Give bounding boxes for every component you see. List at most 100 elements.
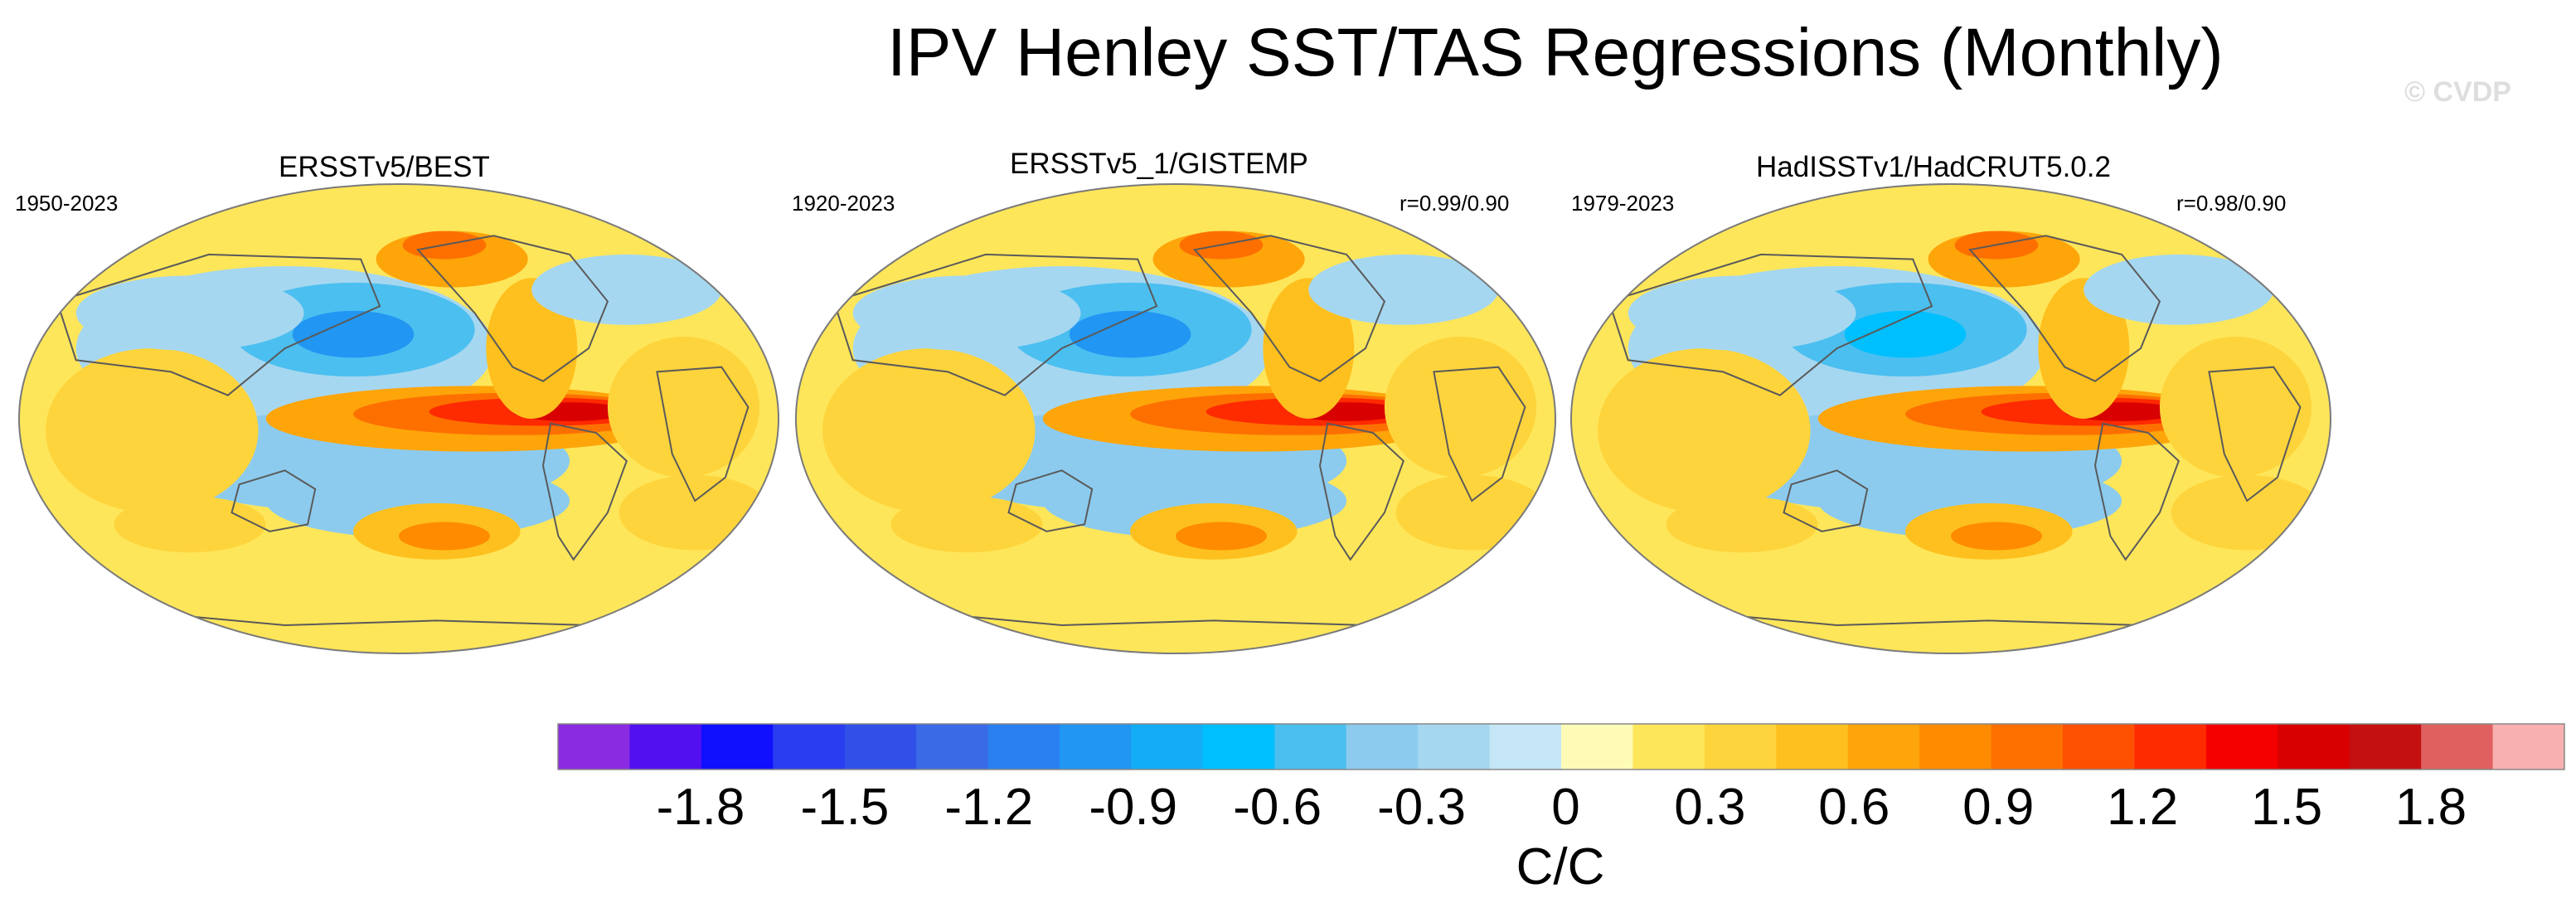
anomaly-region bbox=[2159, 336, 2312, 478]
colorbar-swatch bbox=[2278, 724, 2350, 769]
colorbar-swatch bbox=[1919, 724, 1992, 769]
colorbar-swatch bbox=[2349, 724, 2422, 769]
anomaly-region bbox=[852, 275, 1081, 351]
anomaly-region bbox=[1263, 278, 1355, 419]
colorbar-swatch bbox=[987, 724, 1060, 769]
anomaly-region bbox=[1176, 522, 1267, 551]
colorbar-swatch bbox=[1060, 724, 1132, 769]
panel-1-title: ERSSTv5/BEST bbox=[279, 151, 490, 183]
coastline bbox=[832, 253, 1158, 396]
colorbar-swatch bbox=[2134, 724, 2207, 769]
coastline bbox=[56, 253, 381, 396]
colorbar-tick-label: -1.5 bbox=[800, 779, 890, 836]
panel-1-period: 1950-2023 bbox=[15, 191, 119, 216]
anomaly-region bbox=[822, 348, 1036, 513]
colorbar-tick-label: 0.3 bbox=[1674, 779, 1746, 836]
colorbar-swatch bbox=[1202, 724, 1275, 769]
coastline bbox=[1192, 235, 1386, 382]
panel-2-title: ERSSTv5_1/GISTEMP bbox=[1010, 148, 1308, 180]
anomaly-region bbox=[619, 474, 771, 551]
coastline bbox=[1433, 366, 1526, 502]
coastline bbox=[1007, 469, 1094, 532]
colorbar-swatch bbox=[1418, 724, 1491, 769]
panel-2-period: 1920-2023 bbox=[792, 191, 895, 216]
colorbar-swatch bbox=[1776, 724, 1849, 769]
anomaly-region bbox=[1951, 522, 2042, 551]
figure-title: IPV Henley SST/TAS Regressions (Monthly) bbox=[887, 15, 2224, 90]
colorbar-swatch bbox=[2421, 724, 2494, 769]
map-panel-3 bbox=[1571, 184, 2331, 653]
cvdp-watermark: © CVDP bbox=[2404, 76, 2511, 108]
anomaly-region bbox=[2038, 278, 2130, 419]
anomaly-region bbox=[1384, 336, 1537, 478]
coastline bbox=[1608, 253, 1933, 396]
coastline bbox=[2093, 422, 2180, 561]
colorbar-swatch bbox=[558, 724, 630, 769]
colorbar-tick-label: -0.3 bbox=[1377, 779, 1466, 836]
anomaly-region bbox=[114, 496, 266, 553]
anomaly-region bbox=[531, 254, 722, 325]
map-panel-2 bbox=[796, 184, 1555, 653]
colorbar-tick-label: -0.6 bbox=[1233, 779, 1322, 836]
map-frame-1 bbox=[18, 183, 779, 654]
coastline bbox=[1318, 422, 1404, 561]
anomaly-region bbox=[46, 348, 259, 513]
colorbar-swatch bbox=[1704, 724, 1777, 769]
colorbar-units: C/C bbox=[1516, 838, 1605, 896]
panel-3-period: 1979-2023 bbox=[1571, 191, 1675, 216]
colorbar-swatch bbox=[629, 724, 702, 769]
anomaly-region bbox=[399, 522, 490, 551]
colorbar-swatch bbox=[1489, 724, 1562, 769]
panel-2-correlation: r=0.99/0.90 bbox=[1400, 191, 1510, 216]
anomaly-region bbox=[1395, 474, 1548, 551]
panel-3-title: HadISSTv1/HadCRUT5.0.2 bbox=[1756, 151, 2111, 183]
panel-3-correlation: r=0.98/0.90 bbox=[2176, 191, 2287, 216]
colorbar-swatch bbox=[844, 724, 917, 769]
colorbar-tick-label: 1.8 bbox=[2394, 779, 2467, 836]
colorbar-tick-label: -1.2 bbox=[944, 779, 1034, 836]
map-frame-3 bbox=[1570, 183, 2331, 654]
anomaly-region bbox=[486, 278, 578, 419]
coastline bbox=[415, 235, 609, 382]
anomaly-region bbox=[2084, 254, 2274, 325]
coastline bbox=[1783, 469, 1869, 532]
colorbar-tick-label: 0 bbox=[1551, 779, 1580, 836]
coastline bbox=[541, 422, 628, 561]
anomaly-region bbox=[1069, 310, 1191, 358]
colorbar-swatch bbox=[1561, 724, 1633, 769]
anomaly-region bbox=[292, 310, 415, 358]
colorbar-tick-label: 0.6 bbox=[1818, 779, 1890, 836]
colorbar-tick-label: 1.2 bbox=[2107, 779, 2179, 836]
colorbar-tick-label: -1.8 bbox=[656, 779, 745, 836]
colorbar-swatch bbox=[2492, 724, 2565, 769]
anomaly-region bbox=[1308, 254, 1499, 325]
colorbar-swatch bbox=[1274, 724, 1347, 769]
anomaly-region bbox=[1666, 496, 1818, 553]
anomaly-region bbox=[2171, 474, 2323, 551]
coastline bbox=[656, 366, 750, 502]
colorbar-swatch bbox=[1991, 724, 2064, 769]
colorbar-tick-label: -0.9 bbox=[1089, 779, 1178, 836]
anomaly-region bbox=[1598, 348, 1811, 513]
coastline bbox=[230, 469, 317, 532]
anomaly-region bbox=[1844, 310, 1967, 358]
colorbar-tick-label: 1.5 bbox=[2250, 779, 2323, 836]
colorbar-tick-label: 0.9 bbox=[1962, 779, 2035, 836]
anomaly-region bbox=[75, 275, 304, 351]
anomaly-region bbox=[607, 336, 760, 478]
map-panel-1 bbox=[19, 184, 779, 653]
colorbar-swatch bbox=[1847, 724, 1920, 769]
coastline bbox=[1967, 235, 2161, 382]
anomaly-region bbox=[890, 496, 1043, 553]
anomaly-region bbox=[1628, 275, 1856, 351]
colorbar-frame bbox=[557, 723, 2565, 770]
colorbar-swatch bbox=[916, 724, 989, 769]
colorbar-swatch bbox=[773, 724, 846, 769]
colorbar-swatch bbox=[1131, 724, 1204, 769]
coastline bbox=[2208, 366, 2302, 502]
colorbar-swatch bbox=[2063, 724, 2135, 769]
colorbar-swatch bbox=[2205, 724, 2278, 769]
colorbar-swatch bbox=[1346, 724, 1419, 769]
